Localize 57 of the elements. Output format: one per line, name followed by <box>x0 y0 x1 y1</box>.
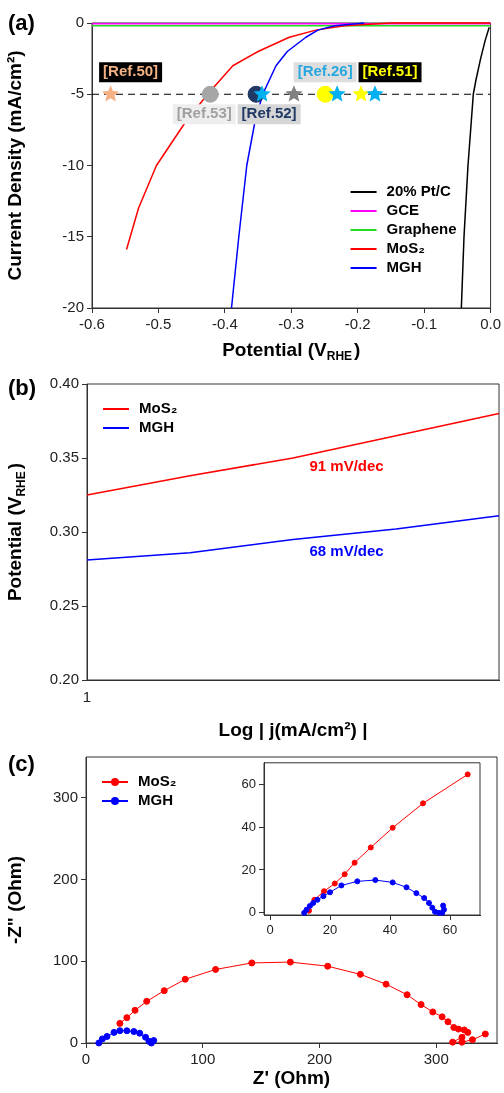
annotation: [Ref.50] <box>103 62 159 80</box>
x-tick-label: 0 <box>266 922 274 938</box>
y-tick-label: 20 <box>241 861 256 877</box>
y-tick-label: 0 <box>69 1033 78 1051</box>
legend-label: 20% Pt/C <box>386 182 451 200</box>
annotation: [Ref.52] <box>241 104 297 122</box>
y-tick-label: -20 <box>62 298 84 316</box>
y-tick-label: 40 <box>241 818 256 834</box>
legend-label: MGH <box>386 258 422 276</box>
chart-title: (b) <box>8 375 37 401</box>
annotation: 68 mV/dec <box>309 541 384 559</box>
x-tick-label: 200 <box>307 1050 333 1068</box>
y-axis-title: Current Density (mA/cm²) <box>4 50 26 281</box>
x-axis-title: Log | j(mA/cm²) | <box>218 719 368 741</box>
annotation: [Ref.26] <box>297 62 353 80</box>
x-tick-label: 0.0 <box>480 315 501 333</box>
y-tick-label: -10 <box>62 155 84 173</box>
x-tick-label: 20 <box>322 922 338 938</box>
y-tick-label: 0 <box>75 13 84 31</box>
x-tick-label: -0.3 <box>278 315 305 333</box>
y-tick-label: -5 <box>70 84 84 102</box>
y-tick-label: 60 <box>241 775 256 791</box>
legend-label: MoS₂ <box>139 399 178 417</box>
legend-label: MoS₂ <box>138 772 177 790</box>
y-tick-label: 0.20 <box>49 670 79 688</box>
y-tick-label: 0 <box>248 904 256 920</box>
x-axis-title: Z' (Ohm) <box>252 1067 331 1089</box>
x-tick-label: 40 <box>382 922 398 938</box>
y-tick-label: 300 <box>52 788 78 805</box>
x-tick-label: 100 <box>190 1050 216 1068</box>
x-tick-label: -0.2 <box>344 315 371 333</box>
x-tick-label: -0.1 <box>411 315 438 333</box>
y-tick-label: 0.30 <box>49 522 79 540</box>
annotation: [Ref.53] <box>176 104 232 122</box>
chart-title: (a) <box>8 10 35 36</box>
annotation: 91 mV/dec <box>309 457 384 475</box>
legend-label: MGH <box>138 791 173 809</box>
y-tick-label: -15 <box>62 226 84 244</box>
annotation: [Ref.51] <box>362 62 418 80</box>
text: 1 <box>82 687 92 705</box>
legend-label: MGH <box>139 418 174 436</box>
legend-label: Graphene <box>386 220 457 238</box>
y-axis-title: Potential (VRHE) <box>4 462 29 602</box>
x-tick-label: -0.4 <box>211 315 238 333</box>
x-tick-label: -0.6 <box>79 315 105 333</box>
legend-label: MoS₂ <box>386 239 425 257</box>
legend-label: GCE <box>386 201 420 219</box>
y-tick-label: 200 <box>52 869 78 887</box>
y-tick-label: 0.40 <box>49 374 79 392</box>
x-tick-label: 60 <box>442 922 458 938</box>
chart-title: (c) <box>8 751 35 777</box>
x-tick-label: 300 <box>423 1050 449 1068</box>
y-tick-label: 100 <box>52 951 78 969</box>
y-axis-title: -Z" (Ohm) <box>4 855 26 945</box>
x-tick-label: -0.5 <box>145 315 172 333</box>
y-tick-label: 0.25 <box>49 596 79 614</box>
y-tick-label: 0.35 <box>49 448 79 466</box>
